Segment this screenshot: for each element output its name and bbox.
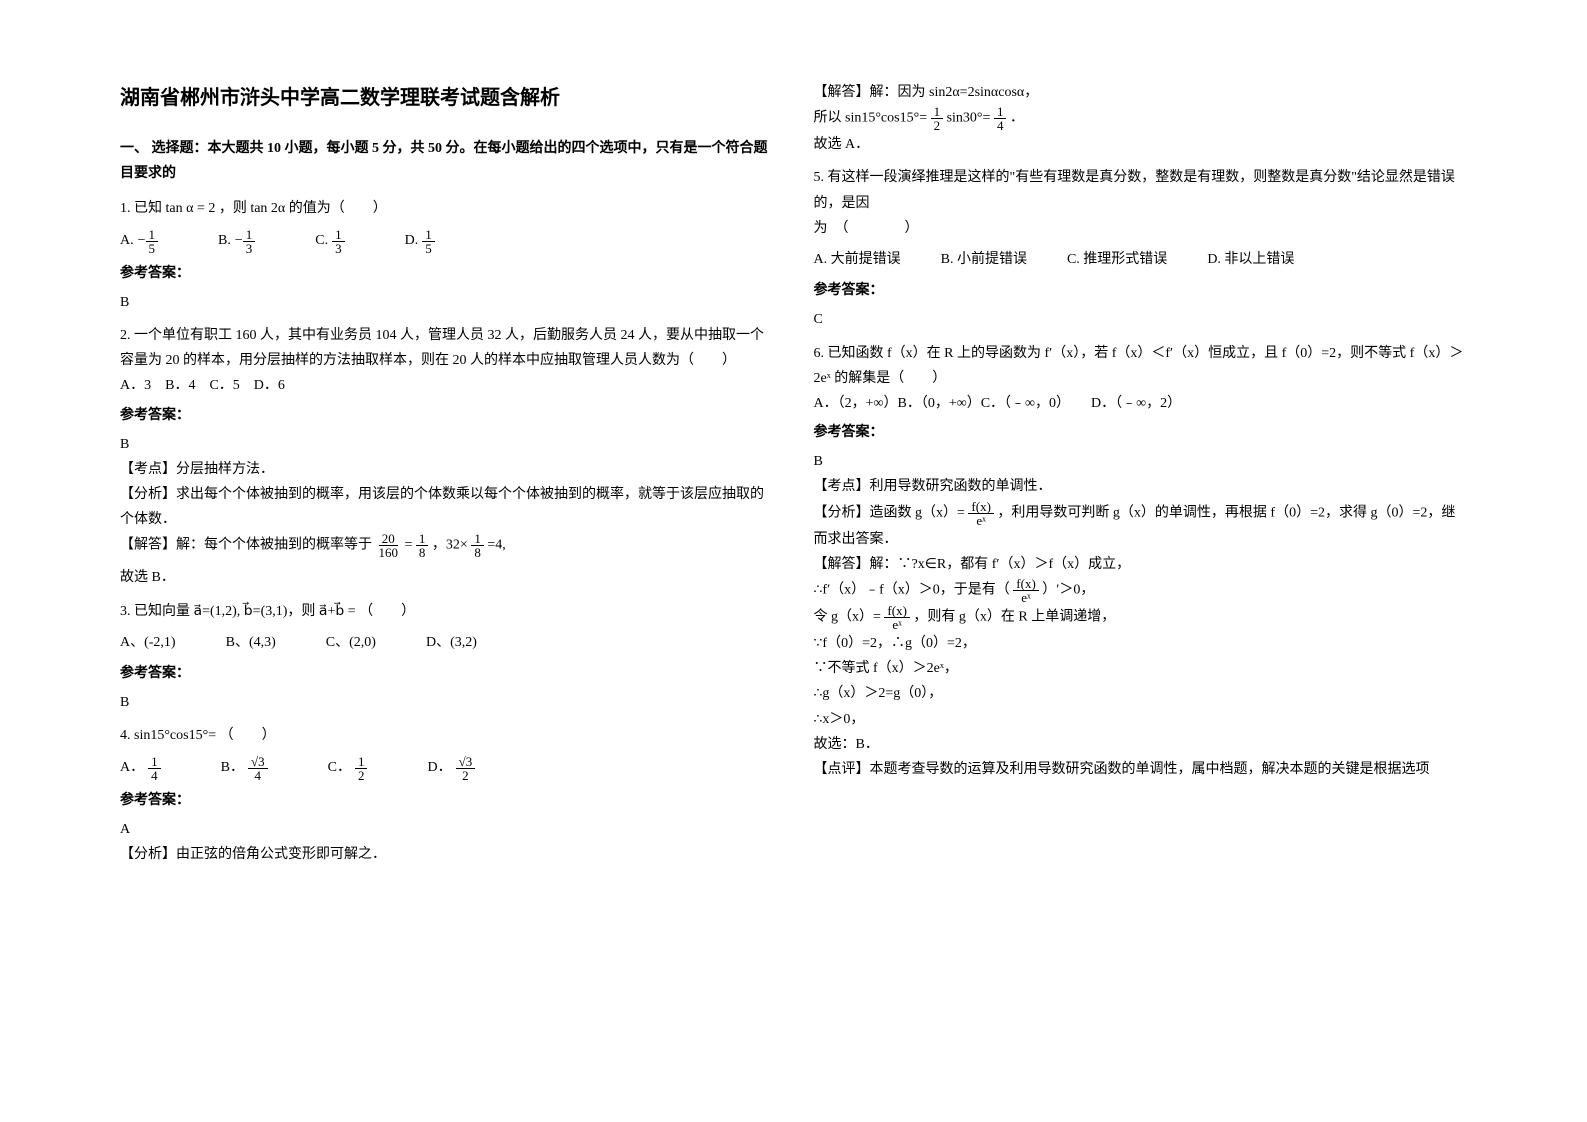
q6-solve1: 【解答】解：∵?x∈R，都有 f′（x）＞f（x）成立， (814, 552, 1468, 577)
q1-answer-label: 参考答案： (120, 261, 774, 286)
q5-stem: 5. 有这样一段演绎推理是这样的"有些有理数是真分数，整数是有理数，则整数是真分… (814, 165, 1468, 215)
q6-solve5: ∵不等式 f（x）＞2eˣ， (814, 656, 1468, 681)
q4-options: A． 14 B． √34 C． 12 D． √32 (120, 755, 774, 782)
q6-solve7: ∴x＞0， (814, 707, 1468, 732)
q1-opt-d: D. 15 (405, 228, 435, 255)
q3-d: D、(3,2) (426, 630, 477, 655)
q3-answer: B (120, 690, 774, 715)
q6-solve8: 故选：B． (814, 732, 1468, 757)
question-6: 6. 已知函数 f（x）在 R 上的导函数为 f′（x），若 f（x）＜f′（x… (814, 341, 1468, 783)
q6-stem: 6. 已知函数 f（x）在 R 上的导函数为 f′（x），若 f（x）＜f′（x… (814, 341, 1468, 391)
q5-answer-label: 参考答案： (814, 278, 1468, 303)
q3-stem: 3. 已知向量 a⃗=(1,2), b⃗=(3,1)，则 a⃗+b⃗ = （ ） (120, 599, 774, 624)
question-1: 1. 已知 tan α = 2 ，则 tan 2α 的值为（ ） A. −15 … (120, 196, 774, 315)
q2-stem: 2. 一个单位有职工 160 人，其中有业务员 104 人，管理人员 32 人，… (120, 323, 774, 373)
q6-solve3: 令 g（x）= f(x)eˣ ，则有 g（x）在 R 上单调递增， (814, 604, 1468, 631)
q2-solve3: 故选 B． (120, 565, 774, 590)
q1-options: A. −15 B. −13 C. 13 D. 15 (120, 228, 774, 255)
left-column: 湖南省郴州市浒头中学高二数学理联考试题含解析 一、 选择题：本大题共 10 小题… (100, 80, 794, 1082)
q3-a: A、(-2,1) (120, 630, 176, 655)
page-title: 湖南省郴州市浒头中学高二数学理联考试题含解析 (120, 80, 774, 116)
q6-comment: 【点评】本题考查导数的运算及利用导数研究函数的单调性，属中档题，解决本题的关键是… (814, 757, 1468, 782)
q2-point: 【考点】分层抽样方法． (120, 457, 774, 482)
q4-answer-label: 参考答案： (120, 788, 774, 813)
q6-solve4: ∵f（0）=2，∴g（0）=2， (814, 631, 1468, 656)
q1-answer: B (120, 290, 774, 315)
q6-solve6: ∴g（x）＞2=g（0）， (814, 681, 1468, 706)
right-column: 【解答】解：因为 sin2α=2sinαcosα， 所以 sin15°cos15… (794, 80, 1488, 1082)
q5-c: C. 推理形式错误 (1067, 247, 1167, 272)
q6-opts: A．（2，+∞）B．（0，+∞）C．（﹣∞，0） D．（﹣∞，2） (814, 391, 1468, 416)
q3-options: A、(-2,1) B、(4,3) C、(2,0) D、(3,2) (120, 630, 774, 655)
q4-d: D． √32 (427, 755, 475, 782)
q1-opt-b: B. −13 (218, 228, 255, 255)
q1-stem: 1. 已知 tan α = 2 ，则 tan 2α 的值为（ ） (120, 196, 774, 221)
q4-analysis: 【分析】由正弦的倍角公式变形即可解之． (120, 842, 774, 867)
q2-answer-label: 参考答案： (120, 403, 774, 428)
q1-opt-a: A. −15 (120, 228, 158, 255)
q5-d: D. 非以上错误 (1207, 247, 1294, 272)
q2-answer: B (120, 432, 774, 457)
section-heading: 一、 选择题：本大题共 10 小题，每小题 5 分，共 50 分。在每小题给出的… (120, 136, 774, 186)
q4-c: C． 12 (328, 755, 368, 782)
q6-answer: B (814, 449, 1468, 474)
q3-b: B、(4,3) (226, 630, 276, 655)
q5-stem2: 为 （ ） (814, 216, 1468, 241)
question-4: 4. sin15°cos15°= （ ） A． 14 B． √34 C． 12 … (120, 723, 774, 867)
q5-options: A. 大前提错误 B. 小前提错误 C. 推理形式错误 D. 非以上错误 (814, 247, 1468, 272)
q5-answer: C (814, 307, 1468, 332)
q4-solve1: 【解答】解：因为 sin2α=2sinαcosα， (814, 80, 1468, 105)
q2-opts: A．3 B．4 C．5 D．6 (120, 373, 774, 398)
q3-c: C、(2,0) (326, 630, 376, 655)
q6-analysis: 【分析】造函数 g（x）= f(x)eˣ ，利用导数可判断 g（x）的单调性，再… (814, 500, 1468, 552)
q4-solve3: 故选 A． (814, 132, 1468, 157)
q4-a: A． 14 (120, 755, 161, 782)
question-2: 2. 一个单位有职工 160 人，其中有业务员 104 人，管理人员 32 人，… (120, 323, 774, 591)
question-5: 5. 有这样一段演绎推理是这样的"有些有理数是真分数，整数是有理数，则整数是真分… (814, 165, 1468, 332)
q6-solve2: ∴f′（x）﹣f（x）＞0，于是有（ f(x)eˣ ）′＞0， (814, 577, 1468, 604)
q6-point: 【考点】利用导数研究函数的单调性． (814, 474, 1468, 499)
q5-b: B. 小前提错误 (941, 247, 1027, 272)
question-4-cont: 【解答】解：因为 sin2α=2sinαcosα， 所以 sin15°cos15… (814, 80, 1468, 157)
q6-answer-label: 参考答案： (814, 420, 1468, 445)
q4-answer: A (120, 817, 774, 842)
q4-solve2: 所以 sin15°cos15°= 12 sin30°= 14 ． (814, 105, 1468, 132)
q5-a: A. 大前提错误 (814, 247, 901, 272)
q2-solve: 【解答】解：每个个体被抽到的概率等于 20160 = 18 ，32× 18 =4… (120, 532, 774, 559)
q2-analysis: 【分析】求出每个个体被抽到的概率，用该层的个体数乘以每个个体被抽到的概率，就等于… (120, 482, 774, 532)
q4-b: B． √34 (221, 755, 268, 782)
q1-opt-c: C. 13 (315, 228, 344, 255)
q3-answer-label: 参考答案： (120, 661, 774, 686)
q4-stem: 4. sin15°cos15°= （ ） (120, 723, 774, 748)
question-3: 3. 已知向量 a⃗=(1,2), b⃗=(3,1)，则 a⃗+b⃗ = （ ）… (120, 599, 774, 716)
